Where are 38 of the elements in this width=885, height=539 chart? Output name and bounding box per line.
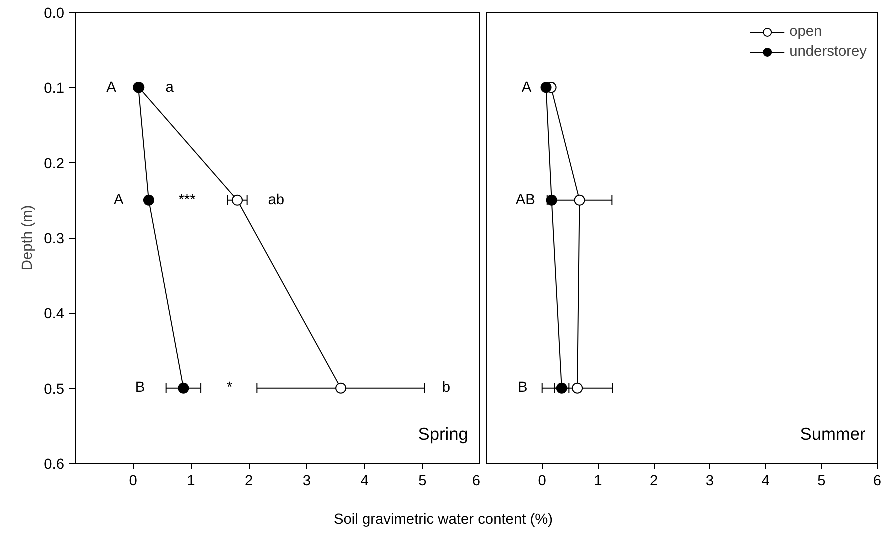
x-tick-label: 0 <box>129 474 138 490</box>
y-tick-label: 0.3 <box>44 232 64 248</box>
x-tick-label: 1 <box>187 474 196 490</box>
x-axis-title: Soil gravimetric water content (%) <box>334 511 554 530</box>
x-tick-label: 5 <box>818 474 826 490</box>
annotation: A <box>106 80 117 96</box>
annotation: b <box>442 380 451 396</box>
x-tick-label: 0 <box>538 474 546 490</box>
legend-label: understorey <box>790 44 867 60</box>
legend-label: open <box>790 24 822 40</box>
x-tick-label: 1 <box>594 474 602 490</box>
annotation: a <box>166 80 175 96</box>
annotation: AB <box>516 192 536 209</box>
y-tick-label: 0.0 <box>44 6 64 22</box>
x-tick-label: 2 <box>650 474 658 490</box>
y-axis-title: Depth (m) <box>20 205 36 271</box>
y-tick-label: 0.1 <box>44 81 64 98</box>
x-tick-label: 2 <box>244 474 254 490</box>
y-tick-label: 0.2 <box>44 156 64 172</box>
x-tick-label: 5 <box>418 474 427 490</box>
annotation: * <box>226 380 233 396</box>
x-tick-label: 3 <box>302 474 312 490</box>
text: Summer <box>800 424 866 444</box>
y-tick-label: 0.5 <box>44 382 64 398</box>
x-tick-label: 6 <box>873 474 882 490</box>
annotation: *** <box>178 192 196 209</box>
annotation: A <box>522 80 532 96</box>
x-tick-label: 6 <box>472 474 481 490</box>
text: Spring <box>418 424 468 444</box>
annotation: B <box>518 380 528 396</box>
annotation: A <box>114 192 124 209</box>
x-tick-label: 4 <box>762 474 770 490</box>
x-tick-label: 4 <box>360 474 369 490</box>
y-tick-label: 0.4 <box>44 306 64 323</box>
y-tick-label: 0.6 <box>44 457 64 473</box>
x-tick-label: 3 <box>706 474 714 490</box>
annotation: ab <box>268 192 285 209</box>
annotation: B <box>135 380 146 396</box>
